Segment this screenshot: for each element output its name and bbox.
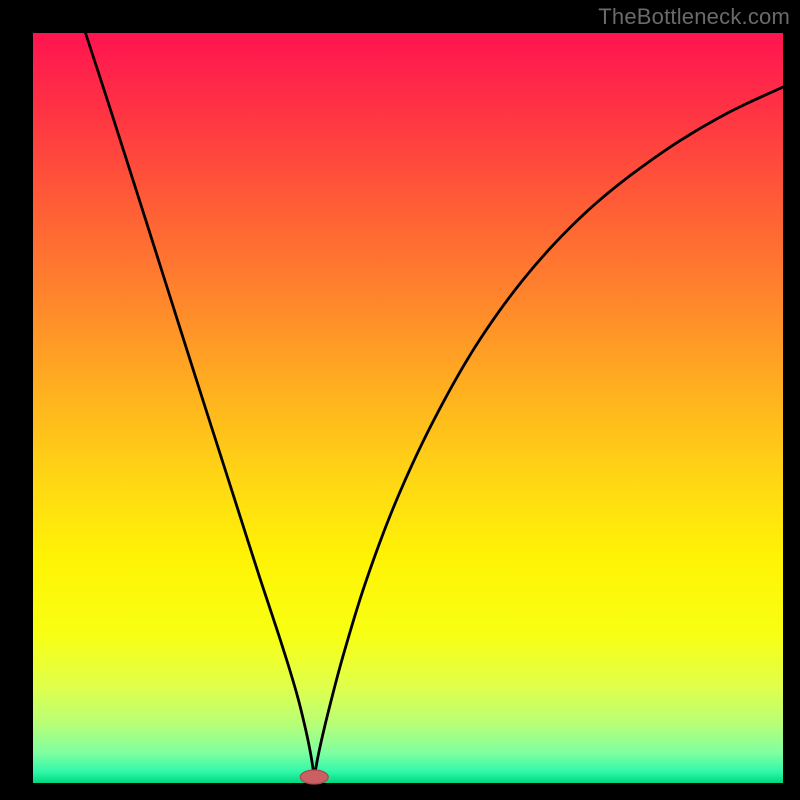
plot-area xyxy=(33,33,783,783)
bottleneck-curve xyxy=(33,33,783,783)
watermark-text: TheBottleneck.com xyxy=(598,4,790,30)
curve-minimum-marker xyxy=(300,770,328,784)
chart-container: TheBottleneck.com xyxy=(0,0,800,800)
